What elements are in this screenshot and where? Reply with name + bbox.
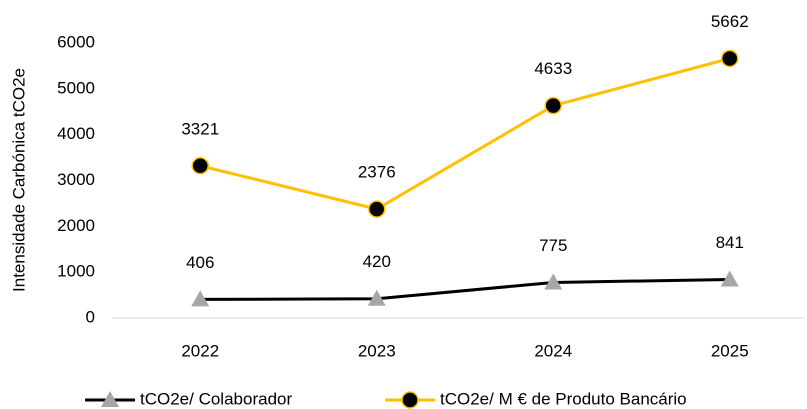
series-line xyxy=(200,277,730,301)
y-axis-label: Intensidade Carbónica tCO2e xyxy=(9,68,28,292)
data-label: 841 xyxy=(716,233,744,252)
y-tick-label: 6000 xyxy=(57,32,95,51)
marker xyxy=(720,270,739,287)
data-label: 2376 xyxy=(358,163,396,182)
legend-label: tCO2e/ Colaborador xyxy=(140,389,292,408)
y-tick-label: 4000 xyxy=(57,124,95,143)
data-label: 420 xyxy=(363,252,391,271)
data-label: 3321 xyxy=(181,119,219,138)
marker xyxy=(721,49,739,68)
marker xyxy=(191,290,210,307)
x-tick-label: 2025 xyxy=(711,341,749,360)
y-tick-label: 3000 xyxy=(57,170,95,189)
marker xyxy=(191,157,209,175)
x-tick-label: 2023 xyxy=(358,341,396,360)
marker xyxy=(101,391,119,407)
data-label: 406 xyxy=(186,253,214,272)
y-tick-label: 5000 xyxy=(57,78,95,97)
series-line xyxy=(199,57,731,211)
y-tick-label: 2000 xyxy=(57,216,95,235)
marker xyxy=(544,273,563,290)
marker xyxy=(367,289,386,306)
marker xyxy=(401,391,419,409)
data-label: 5662 xyxy=(711,12,749,31)
marker xyxy=(368,200,386,218)
x-tick-label: 2024 xyxy=(534,341,572,360)
data-label: 775 xyxy=(539,236,567,255)
marker xyxy=(544,96,562,115)
legend-label: tCO2e/ M € de Produto Bancário xyxy=(440,389,687,408)
x-tick-label: 2022 xyxy=(181,341,219,360)
y-tick-label: 1000 xyxy=(57,262,95,281)
data-label: 4633 xyxy=(534,59,572,78)
y-tick-label: 0 xyxy=(86,307,95,326)
